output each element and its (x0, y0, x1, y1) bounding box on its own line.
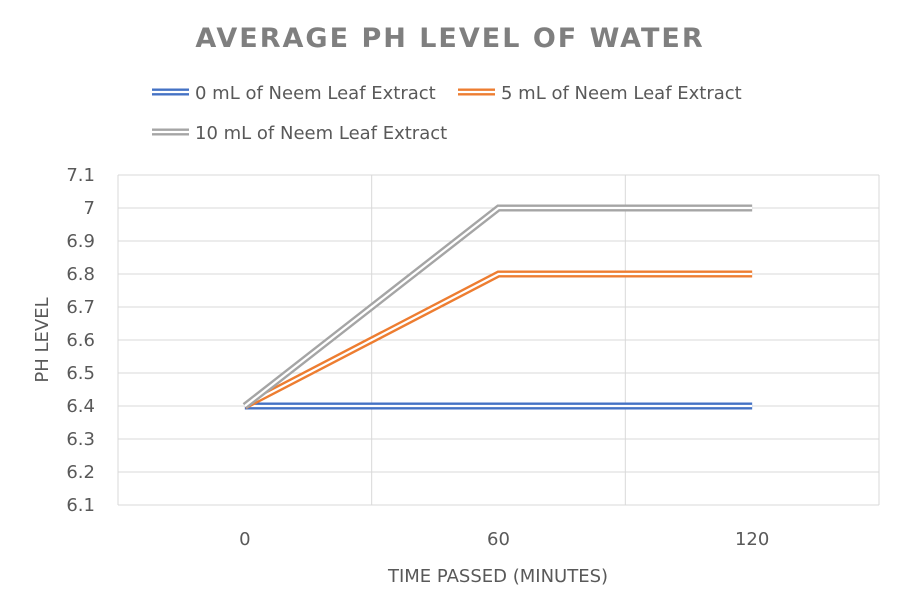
y-tick-label: 6.8 (66, 264, 95, 285)
legend: 0 mL of Neem Leaf Extract 5 mL of Neem Le… (152, 83, 742, 144)
chart-title: AVERAGE PH LEVEL OF WATER (195, 23, 704, 54)
gridlines (117, 174, 880, 506)
x-axis-ticks: 0 60 120 (239, 529, 769, 550)
series-line-inner (244, 272, 753, 407)
y-tick-label: 6.2 (66, 462, 95, 483)
plot-area: 6.1 6.2 6.3 6.4 6.5 6.6 6.7 6.8 6.9 7 7.1 0 60 120 (66, 165, 880, 550)
x-axis-title: TIME PASSED (MINUTES) (387, 566, 608, 587)
y-tick-label: 6.4 (66, 396, 95, 417)
y-tick-label: 7 (84, 198, 95, 219)
y-axis-title: PH LEVEL (32, 297, 53, 382)
series-line-2 (242, 204, 753, 409)
legend-item-2: 10 mL of Neem Leaf Extract (152, 123, 447, 144)
y-tick-label: 6.9 (66, 231, 95, 252)
y-tick-label: 6.3 (66, 429, 95, 450)
y-tick-label: 6.1 (66, 495, 95, 516)
y-tick-label: 6.7 (66, 297, 95, 318)
legend-label: 10 mL of Neem Leaf Extract (195, 123, 447, 144)
series-line-1 (243, 270, 753, 410)
y-tick-label: 6.6 (66, 330, 95, 351)
legend-item-1: 5 mL of Neem Leaf Extract (458, 83, 742, 104)
y-tick-label: 7.1 (66, 165, 95, 186)
series-lines (242, 204, 753, 410)
x-tick-label: 120 (735, 529, 769, 550)
y-tick-label: 6.5 (66, 363, 95, 384)
x-tick-label: 60 (487, 529, 510, 550)
x-tick-label: 0 (239, 529, 250, 550)
y-axis-ticks: 6.1 6.2 6.3 6.4 6.5 6.6 6.7 6.8 6.9 7 7.1 (66, 165, 95, 516)
legend-item-0: 0 mL of Neem Leaf Extract (152, 83, 436, 104)
legend-label: 0 mL of Neem Leaf Extract (195, 83, 436, 104)
series-line-inner (244, 206, 753, 407)
legend-label: 5 mL of Neem Leaf Extract (501, 83, 742, 104)
